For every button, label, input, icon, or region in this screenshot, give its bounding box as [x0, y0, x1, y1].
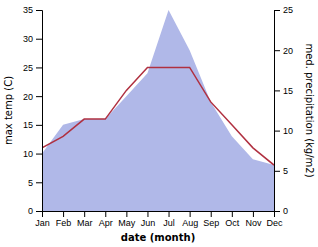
tick: Feb — [56, 211, 72, 228]
tick-mark — [36, 125, 42, 126]
tick-mark — [36, 96, 42, 97]
tick-label: 10 — [23, 149, 33, 159]
tick-label: Jan — [35, 218, 50, 228]
axis-line — [43, 212, 275, 218]
tick-label: Apr — [99, 218, 113, 228]
tick-label: 20 — [23, 92, 33, 102]
tick: 25 — [23, 63, 42, 73]
tick-label: Sep — [203, 218, 219, 228]
tick-label: 0 — [283, 206, 288, 216]
tick-label: Nov — [245, 218, 262, 228]
tick: 5 — [274, 166, 288, 176]
tick-mark — [169, 211, 170, 217]
y-axis-title: max temp (C) — [3, 76, 14, 145]
tick-label: 15 — [283, 86, 293, 96]
tick: Aug — [182, 211, 198, 228]
tick: Apr — [99, 211, 113, 228]
area — [42, 10, 274, 211]
tick-mark — [274, 90, 280, 91]
tick: 25 — [274, 5, 293, 15]
tick-mark — [36, 154, 42, 155]
tick: Sep — [203, 211, 219, 228]
x-axis: Jan Feb Mar Apr May Jun Jul Aug Sep Oct Nov Dec — [35, 211, 283, 228]
tick: 0 — [28, 206, 42, 216]
tick-label: 25 — [23, 63, 33, 73]
tick: 5 — [28, 178, 42, 188]
tick-label: 5 — [28, 178, 33, 188]
line — [42, 67, 274, 165]
tick-label: 10 — [283, 126, 293, 136]
tick: 15 — [23, 120, 42, 130]
tick-label: May — [118, 218, 136, 228]
tick-mark — [274, 131, 280, 132]
tick-mark — [274, 50, 280, 51]
tick-mark — [63, 211, 64, 217]
tick-label: Oct — [225, 218, 240, 228]
tick-mark — [36, 211, 42, 212]
tick: Jul — [163, 211, 175, 228]
tick-mark — [147, 211, 148, 217]
tick: Dec — [266, 211, 283, 228]
tick-mark — [211, 211, 212, 217]
tick-mark — [126, 211, 127, 217]
tick: 35 — [23, 5, 42, 15]
tick-label: 20 — [283, 46, 293, 56]
tick-mark — [274, 211, 280, 212]
tick-label: Feb — [56, 218, 72, 228]
tick: Jan — [35, 211, 50, 228]
tick-label: 25 — [283, 5, 293, 15]
chart: JanFebMarAprMayJunJulAugSepOctNovDec0510… — [0, 0, 318, 247]
tick: 10 — [23, 149, 42, 159]
tick-label: 35 — [23, 5, 33, 15]
tick-label: Mar — [77, 218, 93, 228]
axis-line — [275, 11, 281, 212]
axis-line — [36, 11, 43, 212]
tick-mark — [36, 67, 42, 68]
tick: Oct — [225, 211, 240, 228]
tick-label: Dec — [266, 218, 283, 228]
tick-mark — [190, 211, 191, 217]
tick-label: 30 — [23, 34, 33, 44]
marks — [42, 10, 274, 211]
tick: Jun — [141, 211, 156, 228]
tick-mark — [36, 182, 42, 183]
tick-mark — [232, 211, 233, 217]
tick: 15 — [274, 86, 293, 96]
tick-label: Jul — [163, 218, 175, 228]
tick: 10 — [274, 126, 293, 136]
tick-label: 5 — [283, 166, 288, 176]
y2-axis: 0 5 10 15 20 25 — [274, 5, 293, 216]
tick-label: 0 — [28, 206, 33, 216]
tick: 30 — [23, 34, 42, 44]
tick-label: Jun — [141, 218, 156, 228]
tick-mark — [36, 39, 42, 40]
tick-mark — [36, 10, 42, 11]
tick: May — [118, 211, 136, 228]
tick-label: Aug — [182, 218, 198, 228]
tick-label: 15 — [23, 120, 33, 130]
tick-mark — [84, 211, 85, 217]
tick: 0 — [274, 206, 288, 216]
y2-axis-title: med. precipitation (kg/m2) — [304, 43, 315, 177]
tick: Mar — [77, 211, 93, 228]
tick: 20 — [274, 46, 293, 56]
tick: 20 — [23, 92, 42, 102]
y-axis: 0 5 10 15 20 25 30 35 — [23, 5, 43, 216]
tick-mark — [105, 211, 106, 217]
tick-mark — [253, 211, 254, 217]
tick-mark — [274, 10, 280, 11]
tick-mark — [274, 171, 280, 172]
tick: Nov — [245, 211, 262, 228]
x-axis-title: date (month) — [121, 232, 195, 243]
plot: JanFebMarAprMayJunJulAugSepOctNovDec0510… — [3, 5, 315, 243]
